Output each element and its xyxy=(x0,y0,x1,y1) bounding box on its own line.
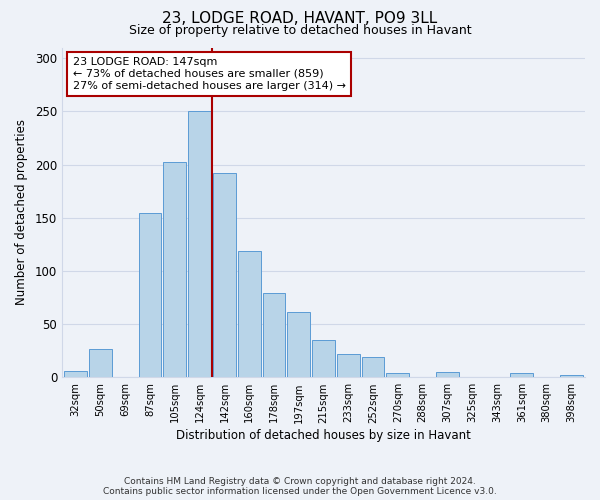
Bar xyxy=(213,173,236,378)
Bar xyxy=(337,354,360,378)
Bar xyxy=(64,371,87,378)
Y-axis label: Number of detached properties: Number of detached properties xyxy=(15,120,28,306)
X-axis label: Distribution of detached houses by size in Havant: Distribution of detached houses by size … xyxy=(176,430,471,442)
Text: Size of property relative to detached houses in Havant: Size of property relative to detached ho… xyxy=(128,24,472,37)
Bar xyxy=(312,340,335,378)
Bar xyxy=(188,112,211,378)
Bar xyxy=(238,250,260,378)
Bar xyxy=(163,162,186,378)
Text: Contains HM Land Registry data © Crown copyright and database right 2024.
Contai: Contains HM Land Registry data © Crown c… xyxy=(103,476,497,496)
Bar xyxy=(287,312,310,378)
Bar xyxy=(386,373,409,378)
Text: 23 LODGE ROAD: 147sqm
← 73% of detached houses are smaller (859)
27% of semi-det: 23 LODGE ROAD: 147sqm ← 73% of detached … xyxy=(73,58,346,90)
Bar xyxy=(560,375,583,378)
Bar xyxy=(263,294,286,378)
Bar xyxy=(89,348,112,378)
Bar xyxy=(436,372,459,378)
Bar xyxy=(139,214,161,378)
Text: 23, LODGE ROAD, HAVANT, PO9 3LL: 23, LODGE ROAD, HAVANT, PO9 3LL xyxy=(163,11,437,26)
Bar xyxy=(511,373,533,378)
Bar xyxy=(362,357,385,378)
